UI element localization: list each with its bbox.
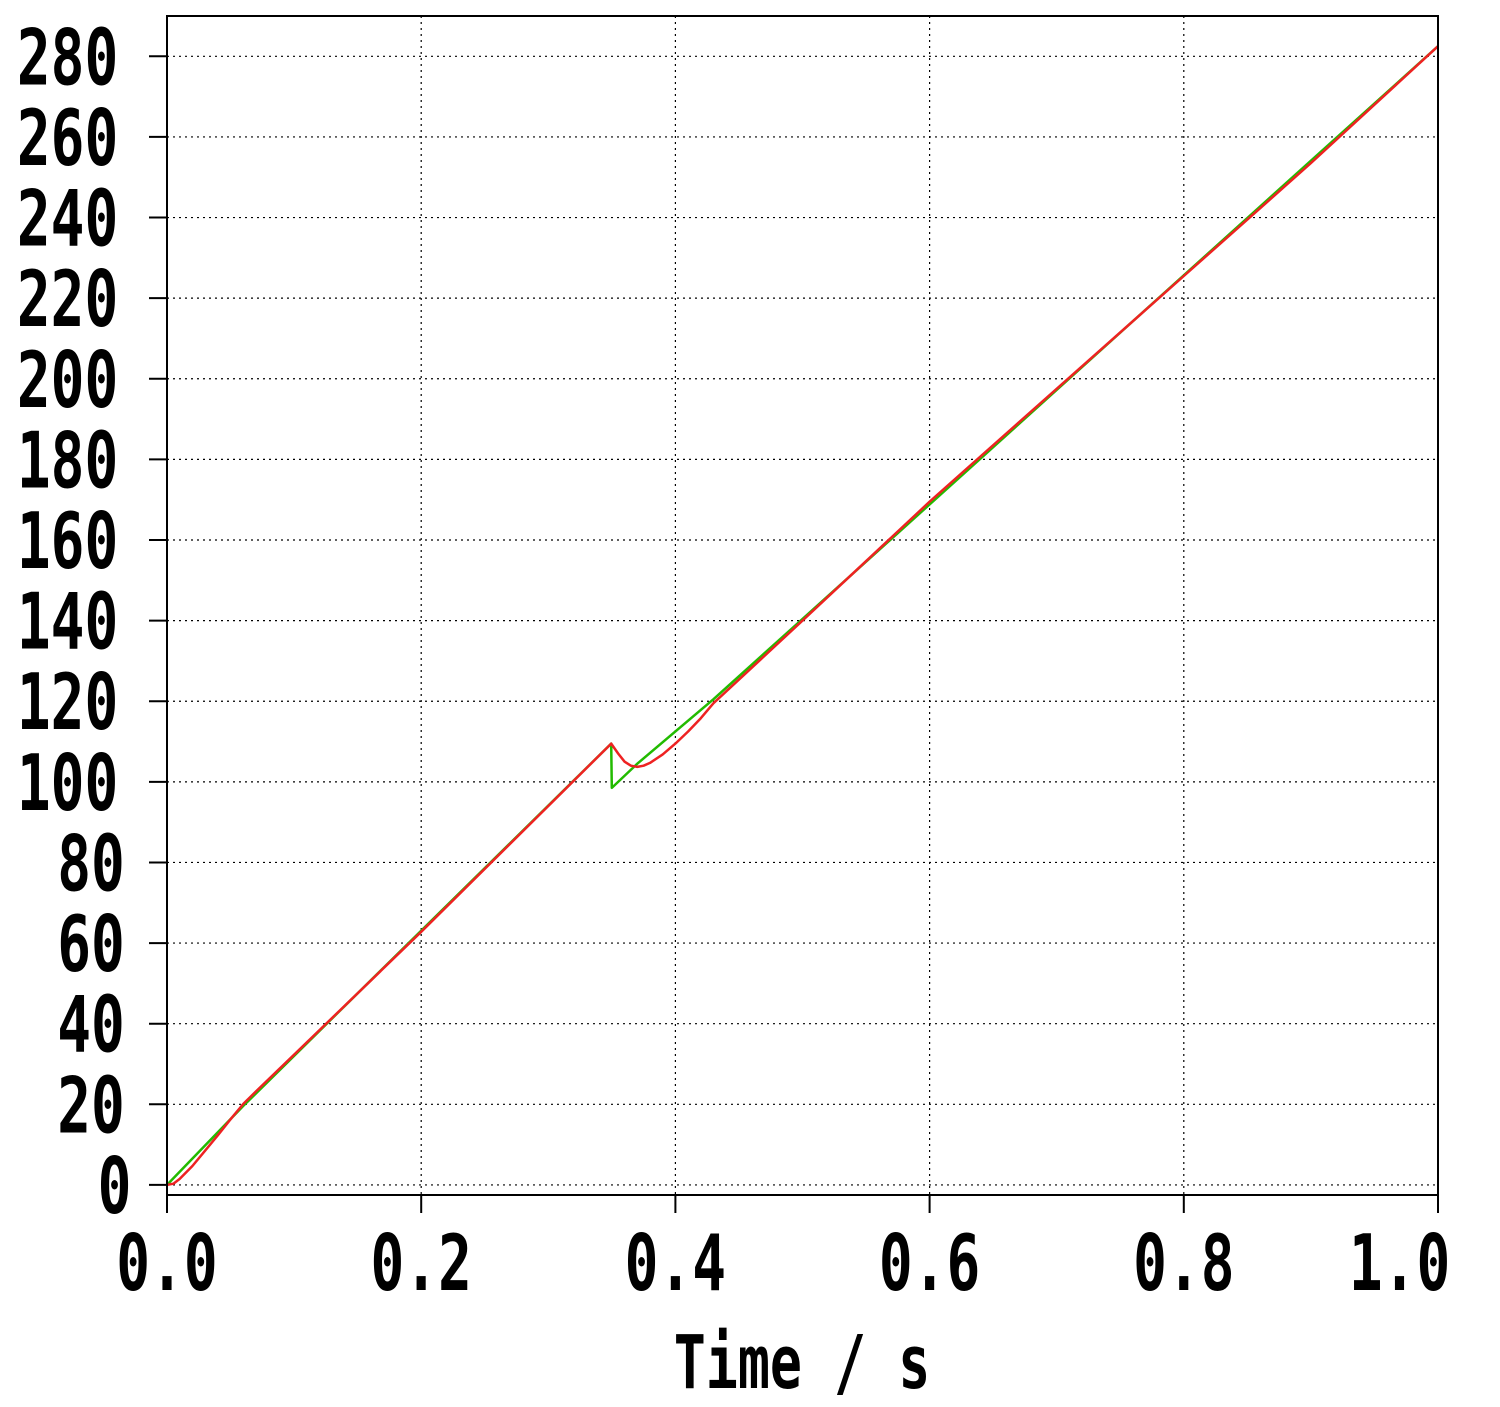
y-tick-label: 260 [17, 94, 118, 185]
y-tick-label: 200 [17, 336, 118, 427]
series-group [166, 45, 1439, 1187]
y-tick-label: 60 [57, 900, 125, 991]
series-line-1 [166, 45, 1439, 1186]
x-tick-label: 0.4 [625, 1219, 726, 1310]
y-tick-label: 280 [17, 13, 118, 104]
y-tick-label: 140 [17, 577, 118, 668]
y-tick-label: 40 [57, 981, 125, 1072]
y-tick-label: 120 [17, 658, 118, 749]
y-tick-label: 100 [17, 739, 118, 830]
x-tick-label: 1.0 [1349, 1219, 1450, 1310]
y-tick-label: 20 [57, 1061, 125, 1152]
y-tick-label: 160 [17, 497, 118, 588]
y-tick-label: 0 [98, 1142, 132, 1233]
x-tick-label: 0.0 [116, 1219, 217, 1310]
x-tick-label: 0.6 [879, 1219, 980, 1310]
y-tick-label: 180 [17, 416, 118, 507]
y-tick-label: 240 [17, 174, 118, 265]
grid [149, 16, 1439, 1213]
plot-frame [166, 15, 1439, 1196]
series-line-2 [166, 45, 1439, 1187]
x-tick-label: 0.8 [1133, 1219, 1234, 1310]
y-tick-label: 80 [57, 819, 125, 910]
x-tick-label: 0.2 [370, 1219, 471, 1310]
x-axis-label: Time / s [674, 1320, 931, 1406]
x-tick-labels: 0.0 0.2 0.4 0.6 0.8 1.0 [116, 1219, 1450, 1310]
y-tick-label: 220 [17, 255, 118, 346]
